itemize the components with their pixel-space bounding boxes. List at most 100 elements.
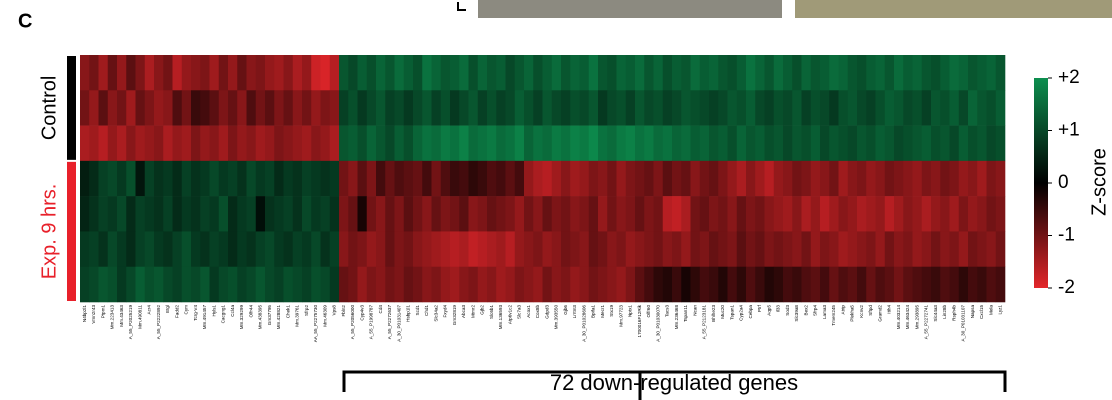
heatmap-cell	[940, 90, 950, 126]
gene-label: Slc44a3	[933, 305, 938, 322]
gene-label: A_55_P2025219	[128, 305, 133, 340]
heatmap-cell	[580, 55, 590, 91]
heatmap-cell	[219, 126, 229, 162]
heatmap-cell	[284, 55, 294, 91]
heatmap-cell	[515, 90, 525, 126]
heatmap-cell	[395, 161, 405, 197]
heatmap-cell	[589, 267, 599, 303]
heatmap-cell	[644, 55, 654, 91]
heatmap-cell	[108, 267, 118, 303]
heatmap-cell	[321, 55, 331, 91]
heatmap-cell	[820, 196, 830, 232]
gene-label: Mm.97723	[618, 305, 623, 327]
heatmap-cell	[173, 231, 183, 267]
heatmap-cell	[607, 267, 617, 303]
heatmap-cell	[228, 161, 238, 197]
heatmap-cell	[191, 267, 201, 303]
heatmap-cell	[256, 196, 266, 232]
heatmap-cell	[709, 231, 719, 267]
heatmap-cell	[265, 90, 275, 126]
heatmap-cell	[654, 267, 664, 303]
heatmap-cell	[200, 161, 210, 197]
heatmap-cell	[450, 90, 460, 126]
heatmap-cell	[496, 267, 506, 303]
heatmap-cell	[228, 231, 238, 267]
heatmap-cell	[977, 196, 987, 232]
heatmap-cell	[441, 267, 451, 303]
heatmap-cell	[635, 231, 645, 267]
heatmap-cell	[774, 161, 784, 197]
heatmap-cell	[432, 196, 442, 232]
heatmap-cell	[284, 231, 294, 267]
heatmap-cell	[903, 55, 913, 91]
heatmap-cell	[173, 196, 183, 232]
heatmap-cell	[348, 126, 358, 162]
heatmap-cell	[903, 196, 913, 232]
heatmap-cell	[302, 231, 312, 267]
heatmap-cell	[755, 231, 765, 267]
heatmap-cell	[524, 90, 534, 126]
heatmap-cell	[737, 90, 747, 126]
heatmap-cell	[876, 231, 886, 267]
heatmap-cell	[136, 267, 146, 303]
gene-label: Slc39a8	[794, 305, 799, 322]
heatmap-cell	[570, 126, 580, 162]
gene-label: Abca3	[461, 305, 466, 318]
gene-label: Tspan1	[729, 305, 734, 320]
gene-label: Lyz1	[998, 305, 1003, 315]
heatmap-cell	[866, 90, 876, 126]
heatmap-cell	[348, 231, 358, 267]
gene-label: Mm.393550	[554, 305, 559, 330]
heatmap-cell	[968, 196, 978, 232]
heatmap-cell	[561, 161, 571, 197]
heatmap-cell	[792, 90, 802, 126]
gene-label: Stx19	[609, 305, 614, 317]
heatmap-cell	[293, 267, 303, 303]
heatmap-cell	[191, 55, 201, 91]
heatmap-cell	[182, 55, 192, 91]
heatmap-cell	[857, 55, 867, 91]
heatmap-cell	[274, 161, 284, 197]
heatmap-cell	[996, 267, 1006, 303]
heatmap-cell	[820, 90, 830, 126]
heatmap-cell	[959, 231, 969, 267]
gene-label: Olfr60	[646, 305, 651, 318]
heatmap-cell	[237, 267, 247, 303]
heatmap-cell	[191, 196, 201, 232]
heatmap-cell	[940, 231, 950, 267]
heatmap-cell	[543, 267, 553, 303]
heatmap-cell	[395, 90, 405, 126]
heatmap-cell	[117, 231, 127, 267]
heatmap-cell	[792, 55, 802, 91]
heatmap-cell	[663, 55, 673, 91]
heatmap-cell	[163, 267, 173, 303]
heatmap-cell	[348, 161, 358, 197]
gene-label: Cxcl15	[979, 305, 984, 319]
heatmap-cell	[191, 90, 201, 126]
gene-label: Ccl4a	[230, 305, 235, 317]
heatmap-cell	[413, 55, 423, 91]
heatmap-cell	[709, 90, 719, 126]
heatmap-cell	[117, 161, 127, 197]
heatmap-cell	[922, 55, 932, 91]
gene-label: Ncan	[692, 305, 697, 316]
gene-label: Itih4	[887, 305, 892, 314]
heatmap-cell	[284, 126, 294, 162]
heatmap-cell	[358, 231, 368, 267]
heatmap-cell	[709, 126, 719, 162]
heatmap-cell	[385, 267, 395, 303]
heatmap-cell	[330, 267, 340, 303]
gene-label: Mela	[988, 305, 993, 315]
heatmap-cell	[700, 55, 710, 91]
heatmap-cell	[755, 196, 765, 232]
group-bar	[67, 162, 76, 301]
heatmap-cell	[432, 231, 442, 267]
heatmap-cell	[210, 161, 220, 197]
heatmap-cell	[709, 196, 719, 232]
heatmap-cell	[959, 55, 969, 91]
heatmap-cell	[681, 55, 691, 91]
heatmap-cell	[552, 161, 562, 197]
heatmap-cell	[496, 196, 506, 232]
heatmap-cell	[321, 126, 331, 162]
heatmap-cell	[977, 55, 987, 91]
